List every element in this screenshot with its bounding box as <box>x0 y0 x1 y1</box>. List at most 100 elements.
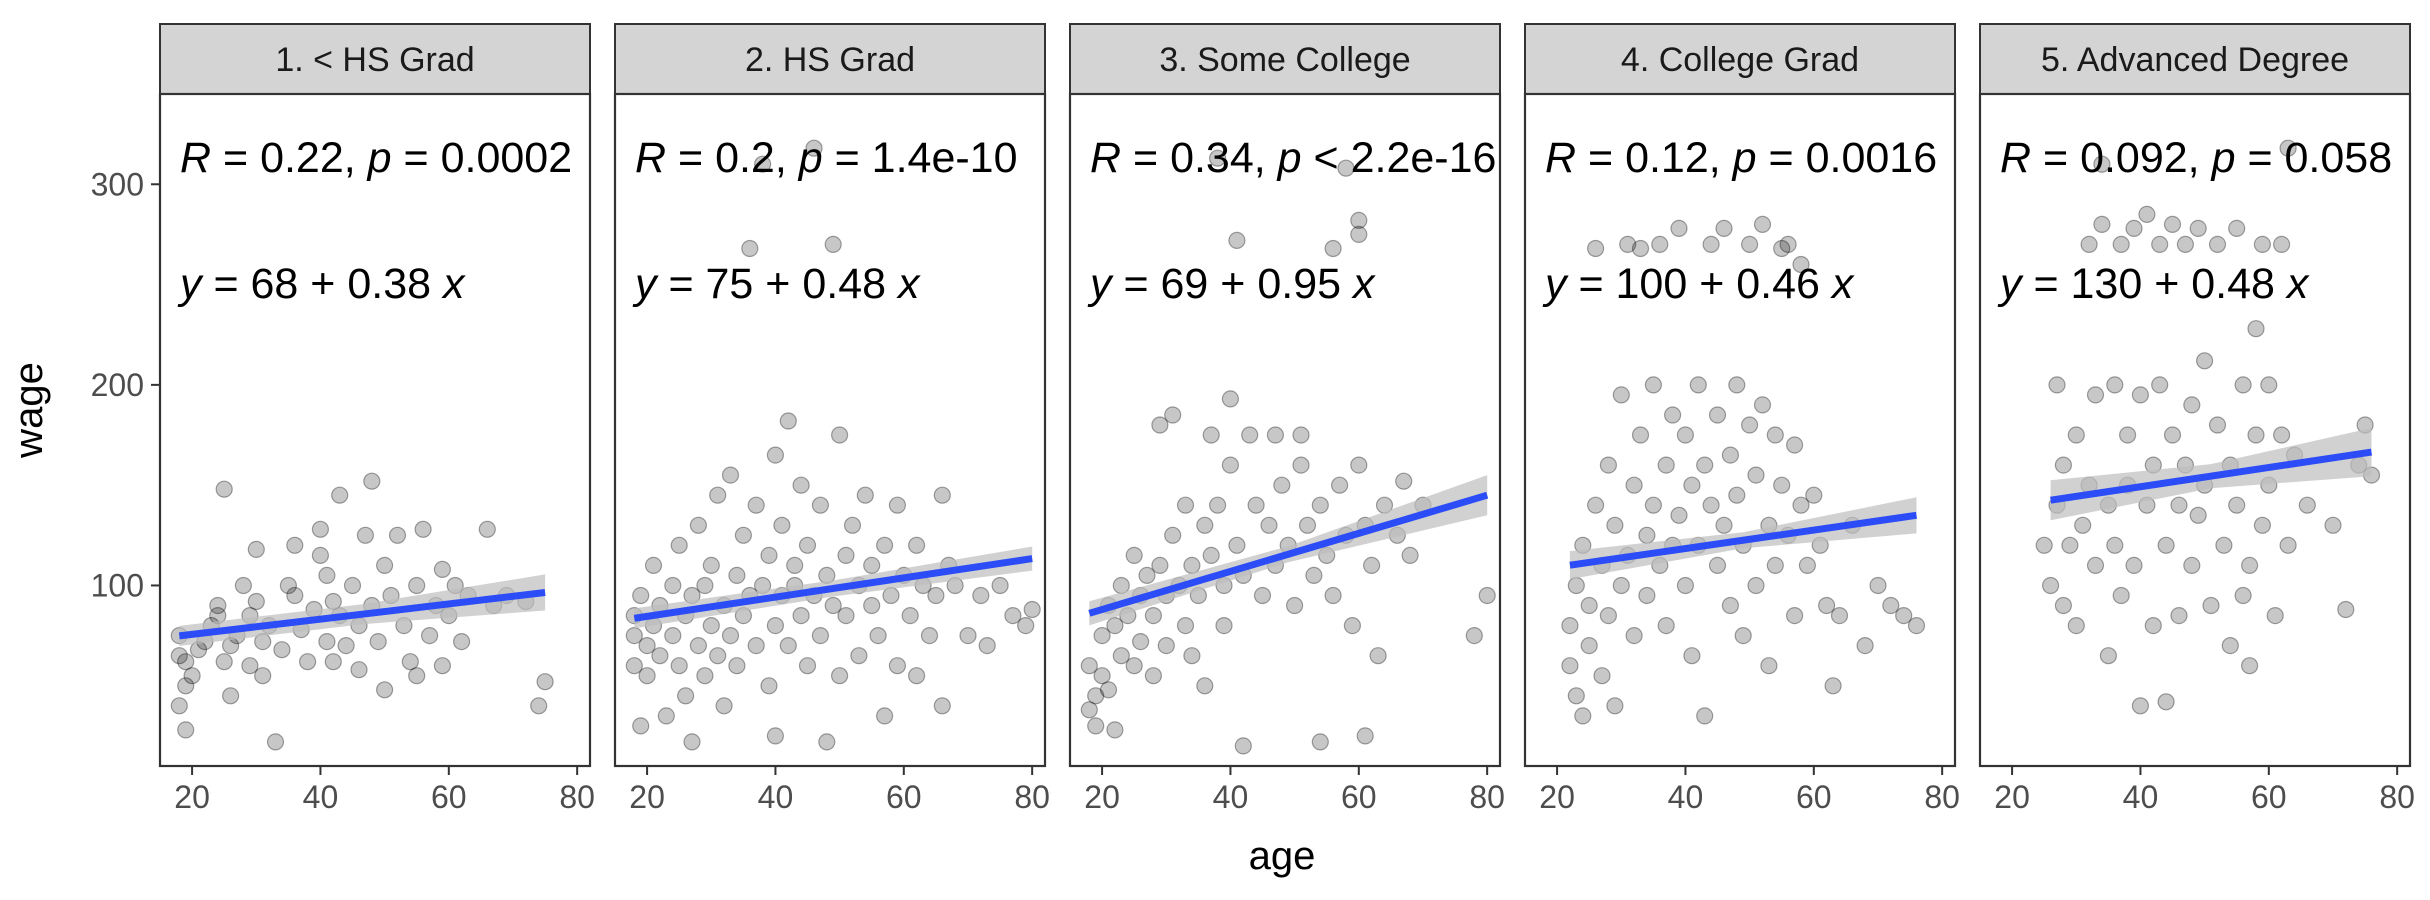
data-point <box>350 661 368 679</box>
x-tick-label: 40 <box>2123 779 2159 815</box>
data-point <box>824 596 842 615</box>
data-point <box>1702 496 1720 514</box>
data-point <box>1708 556 1727 575</box>
regression-line <box>2050 448 2373 504</box>
data-point <box>1324 586 1342 605</box>
data-point <box>1606 697 1624 715</box>
data-point <box>1080 657 1098 675</box>
data-point <box>2093 215 2111 233</box>
data-point <box>2131 697 2149 715</box>
facet-panel: 5. Advanced Degree R = 0.092, p = 0.058 y … <box>1978 23 2415 815</box>
data-point <box>2189 219 2207 237</box>
data-point <box>1144 606 1163 625</box>
data-point <box>888 496 907 514</box>
data-point <box>689 636 708 655</box>
data-point <box>1882 596 1900 615</box>
x-axis-title: age <box>1249 834 1316 878</box>
data-point <box>715 697 733 715</box>
data-point <box>1350 456 1368 474</box>
data-point <box>1696 456 1714 474</box>
regression-equation: y = 68 + 0.38 x <box>177 260 466 308</box>
data-point <box>324 653 342 671</box>
data-point <box>1292 426 1310 444</box>
x-tick-label: 20 <box>629 779 665 815</box>
data-point <box>177 721 195 739</box>
data-point <box>1728 486 1746 504</box>
data-point <box>811 626 830 645</box>
x-tick-label: 80 <box>1469 779 1505 815</box>
data-point <box>1747 576 1765 595</box>
x-tick-label: 20 <box>1084 779 1120 815</box>
data-point <box>1356 727 1374 745</box>
data-point <box>408 576 426 595</box>
x-tick-label: 80 <box>2379 779 2415 815</box>
data-point <box>959 626 977 645</box>
data-point <box>670 657 688 675</box>
data-point <box>1202 426 1220 444</box>
data-point <box>331 486 349 504</box>
data-point <box>830 667 849 685</box>
data-point <box>311 546 329 565</box>
data-point <box>1350 211 1368 229</box>
data-point <box>1228 536 1246 554</box>
regression-equation: y = 75 + 0.48 x <box>632 260 921 308</box>
facet-strip-label: 2. HS Grad <box>745 41 915 79</box>
data-point <box>2170 496 2188 514</box>
data-point <box>388 526 407 544</box>
data-point <box>907 667 926 685</box>
data-point <box>933 697 951 715</box>
data-point <box>792 606 810 625</box>
data-point <box>2125 556 2143 575</box>
data-point <box>1196 677 1214 695</box>
data-point <box>2163 215 2182 233</box>
data-point <box>266 733 285 751</box>
data-point <box>254 667 272 685</box>
data-point <box>183 667 201 685</box>
data-point <box>1740 235 1759 253</box>
data-point <box>1131 632 1150 651</box>
data-point <box>664 626 682 645</box>
data-point <box>2189 506 2207 524</box>
data-point <box>1753 396 1772 414</box>
data-point <box>843 516 862 534</box>
data-point <box>1792 255 1810 274</box>
data-point <box>1183 647 1201 665</box>
x-tick-label: 20 <box>1994 779 2030 815</box>
data-point <box>1241 426 1259 444</box>
data-point <box>1708 406 1727 424</box>
data-point <box>2183 556 2201 575</box>
data-point <box>1824 677 1842 695</box>
data-point <box>2144 616 2162 635</box>
data-point <box>1093 626 1111 645</box>
data-point <box>1221 456 1240 474</box>
data-point <box>433 560 451 579</box>
data-point <box>2170 606 2188 625</box>
data-point <box>1093 667 1111 685</box>
data-point <box>632 717 650 735</box>
data-point <box>408 667 426 685</box>
data-point <box>1586 239 1605 258</box>
data-point <box>2279 536 2297 554</box>
correlation-annotation: R = 0.12, p = 0.0016 <box>1545 134 1937 182</box>
data-point <box>792 476 810 494</box>
data-point <box>1292 456 1310 474</box>
data-point <box>1747 466 1765 484</box>
data-point <box>1183 556 1201 575</box>
data-point <box>170 697 188 715</box>
correlation-annotation: R = 0.22, p = 0.0002 <box>180 134 572 182</box>
data-point <box>286 586 304 605</box>
data-point <box>2221 636 2239 655</box>
data-point <box>1567 576 1585 595</box>
data-point <box>2253 235 2271 253</box>
data-point <box>1715 219 1733 237</box>
data-point <box>766 727 785 745</box>
data-point <box>689 516 708 534</box>
data-point <box>2247 320 2265 338</box>
data-point <box>696 667 714 685</box>
x-tick-label: 60 <box>2251 779 2287 815</box>
data-point <box>798 657 817 675</box>
data-point <box>2196 352 2214 370</box>
data-point <box>1273 476 1291 494</box>
data-point <box>1798 556 1817 575</box>
data-point <box>2228 219 2246 237</box>
